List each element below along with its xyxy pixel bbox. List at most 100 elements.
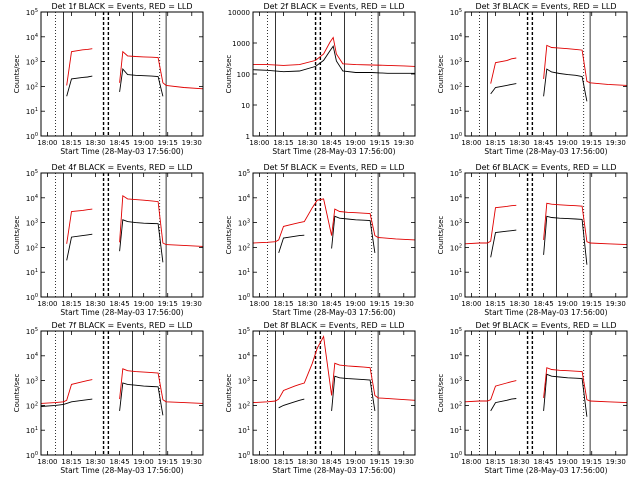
y-tick-label: 105 [450, 8, 462, 17]
x-axis-label: Start Time (28-May-03 17:56:00) [60, 147, 183, 156]
y-tick-label: 104 [26, 352, 38, 361]
x-tick-label: 18:45 [534, 300, 554, 308]
x-tick-label: 18:15 [273, 139, 293, 147]
y-tick-label: 103 [238, 219, 250, 228]
x-tick-label: 18:15 [485, 139, 505, 147]
plot-frame [40, 11, 204, 137]
panel-det-4f: Det 4f BLACK = Events, RED = LLD 100 101 10… [13, 163, 204, 317]
y-tick-label: 100 [238, 293, 250, 302]
x-axis-label: Start Time (28-May-03 17:56:00) [60, 308, 183, 317]
plot-frame [464, 172, 628, 298]
x-tick-label: 19:30 [182, 139, 202, 147]
y-tick-label: 102 [26, 401, 38, 410]
y-tick-label: 103 [26, 58, 38, 67]
y-tick-label: 101 [26, 426, 38, 435]
x-tick-label: 19:30 [606, 139, 626, 147]
y-tick-label: 105 [26, 327, 38, 336]
y-tick-label: 102 [450, 82, 462, 91]
y-tick-label: 100 [450, 451, 462, 460]
x-tick-label: 18:30 [509, 139, 529, 147]
events-series-line [278, 375, 376, 411]
y-axis-label: Counts/sec [225, 216, 233, 255]
x-tick-label: 18:00 [461, 300, 481, 308]
x-axis-label: Start Time (28-May-03 17:56:00) [272, 308, 395, 317]
panel-det-5f: Det 5f BLACK = Events, RED = LLD 100 101 10… [225, 163, 416, 317]
x-tick-label: 19:15 [582, 139, 602, 147]
panel-title: Det 4f BLACK = Events, RED = LLD [51, 163, 192, 172]
x-tick-label: 19:00 [346, 139, 366, 147]
events-series-line [490, 373, 588, 417]
x-tick-label: 19:00 [134, 300, 154, 308]
plot-frame [40, 172, 204, 298]
y-tick-label: 103 [450, 219, 462, 228]
lld-series-line [464, 202, 628, 246]
y-tick-label: 100 [26, 293, 38, 302]
x-tick-label: 18:45 [110, 458, 130, 466]
y-tick-label: 105 [26, 8, 38, 17]
x-tick-label: 19:15 [582, 300, 602, 308]
panel-det-6f: Det 6f BLACK = Events, RED = LLD 100 101 10… [437, 163, 628, 317]
x-tick-label: 19:00 [134, 139, 154, 147]
y-tick-label: 103 [450, 377, 462, 386]
x-tick-label: 19:15 [158, 458, 178, 466]
plot-frame [252, 11, 416, 137]
x-tick-label: 19:00 [558, 139, 578, 147]
lld-series-line [490, 44, 628, 86]
y-tick-label: 105 [26, 169, 38, 178]
x-tick-label: 18:45 [322, 300, 342, 308]
lld-series-line [464, 367, 628, 404]
x-tick-label: 19:30 [394, 300, 414, 308]
x-tick-label: 19:00 [134, 458, 154, 466]
y-tick-label: 101 [26, 268, 38, 277]
y-tick-label: 103 [26, 219, 38, 228]
y-tick-label: 102 [450, 243, 462, 252]
events-series-line [278, 215, 376, 254]
y-tick-label: 101 [238, 268, 250, 277]
lld-series-line [252, 335, 416, 404]
x-tick-label: 19:00 [346, 458, 366, 466]
x-tick-label: 18:30 [297, 458, 317, 466]
y-tick-label: 100 [238, 451, 250, 460]
y-axis-label: Counts/sec [437, 216, 445, 255]
x-tick-label: 19:30 [606, 458, 626, 466]
x-tick-label: 19:15 [370, 139, 390, 147]
lld-series-line [66, 195, 204, 247]
y-axis-label: Counts/sec [13, 374, 21, 413]
y-tick-label: 104 [450, 33, 462, 42]
x-tick-label: 18:00 [461, 139, 481, 147]
x-tick-label: 19:15 [370, 458, 390, 466]
y-tick-label: 102 [26, 243, 38, 252]
x-axis-label: Start Time (28-May-03 17:56:00) [272, 466, 395, 475]
x-tick-label: 18:30 [509, 300, 529, 308]
panel-det-9f: Det 9f BLACK = Events, RED = LLD 100 101 10… [437, 321, 628, 475]
x-tick-label: 19:30 [182, 300, 202, 308]
x-tick-label: 19:00 [558, 458, 578, 466]
x-axis-label: Start Time (28-May-03 17:56:00) [272, 147, 395, 156]
panel-det-8f: Det 8f BLACK = Events, RED = LLD 100 101 10… [225, 321, 416, 475]
y-tick-label: 104 [450, 194, 462, 203]
y-axis-label: Counts/sec [225, 55, 233, 94]
y-tick-label: 100 [450, 132, 462, 141]
panel-title: Det 1f BLACK = Events, RED = LLD [51, 2, 192, 11]
panel-det-1f: Det 1f BLACK = Events, RED = LLD 100 101 10… [13, 2, 204, 156]
x-tick-label: 18:15 [273, 458, 293, 466]
x-axis-label: Start Time (28-May-03 17:56:00) [484, 466, 607, 475]
x-tick-label: 18:15 [61, 458, 81, 466]
x-axis-label: Start Time (28-May-03 17:56:00) [60, 466, 183, 475]
x-tick-label: 18:45 [110, 139, 130, 147]
plot-frame [464, 330, 628, 456]
y-axis-label: Counts/sec [437, 374, 445, 413]
panel-title: Det 5f BLACK = Events, RED = LLD [263, 163, 404, 172]
x-tick-label: 18:45 [322, 458, 342, 466]
y-tick-label: 105 [450, 169, 462, 178]
y-tick-label: 101 [450, 426, 462, 435]
x-tick-label: 18:45 [534, 139, 554, 147]
panel-det-2f: Det 2f BLACK = Events, RED = LLD 1 10 100 10… [225, 2, 416, 156]
x-tick-label: 18:45 [534, 458, 554, 466]
x-tick-label: 19:00 [346, 300, 366, 308]
x-tick-label: 18:00 [37, 458, 57, 466]
y-tick-label: 102 [238, 243, 250, 252]
y-tick-label: 100 [237, 71, 250, 79]
x-tick-label: 19:15 [582, 458, 602, 466]
